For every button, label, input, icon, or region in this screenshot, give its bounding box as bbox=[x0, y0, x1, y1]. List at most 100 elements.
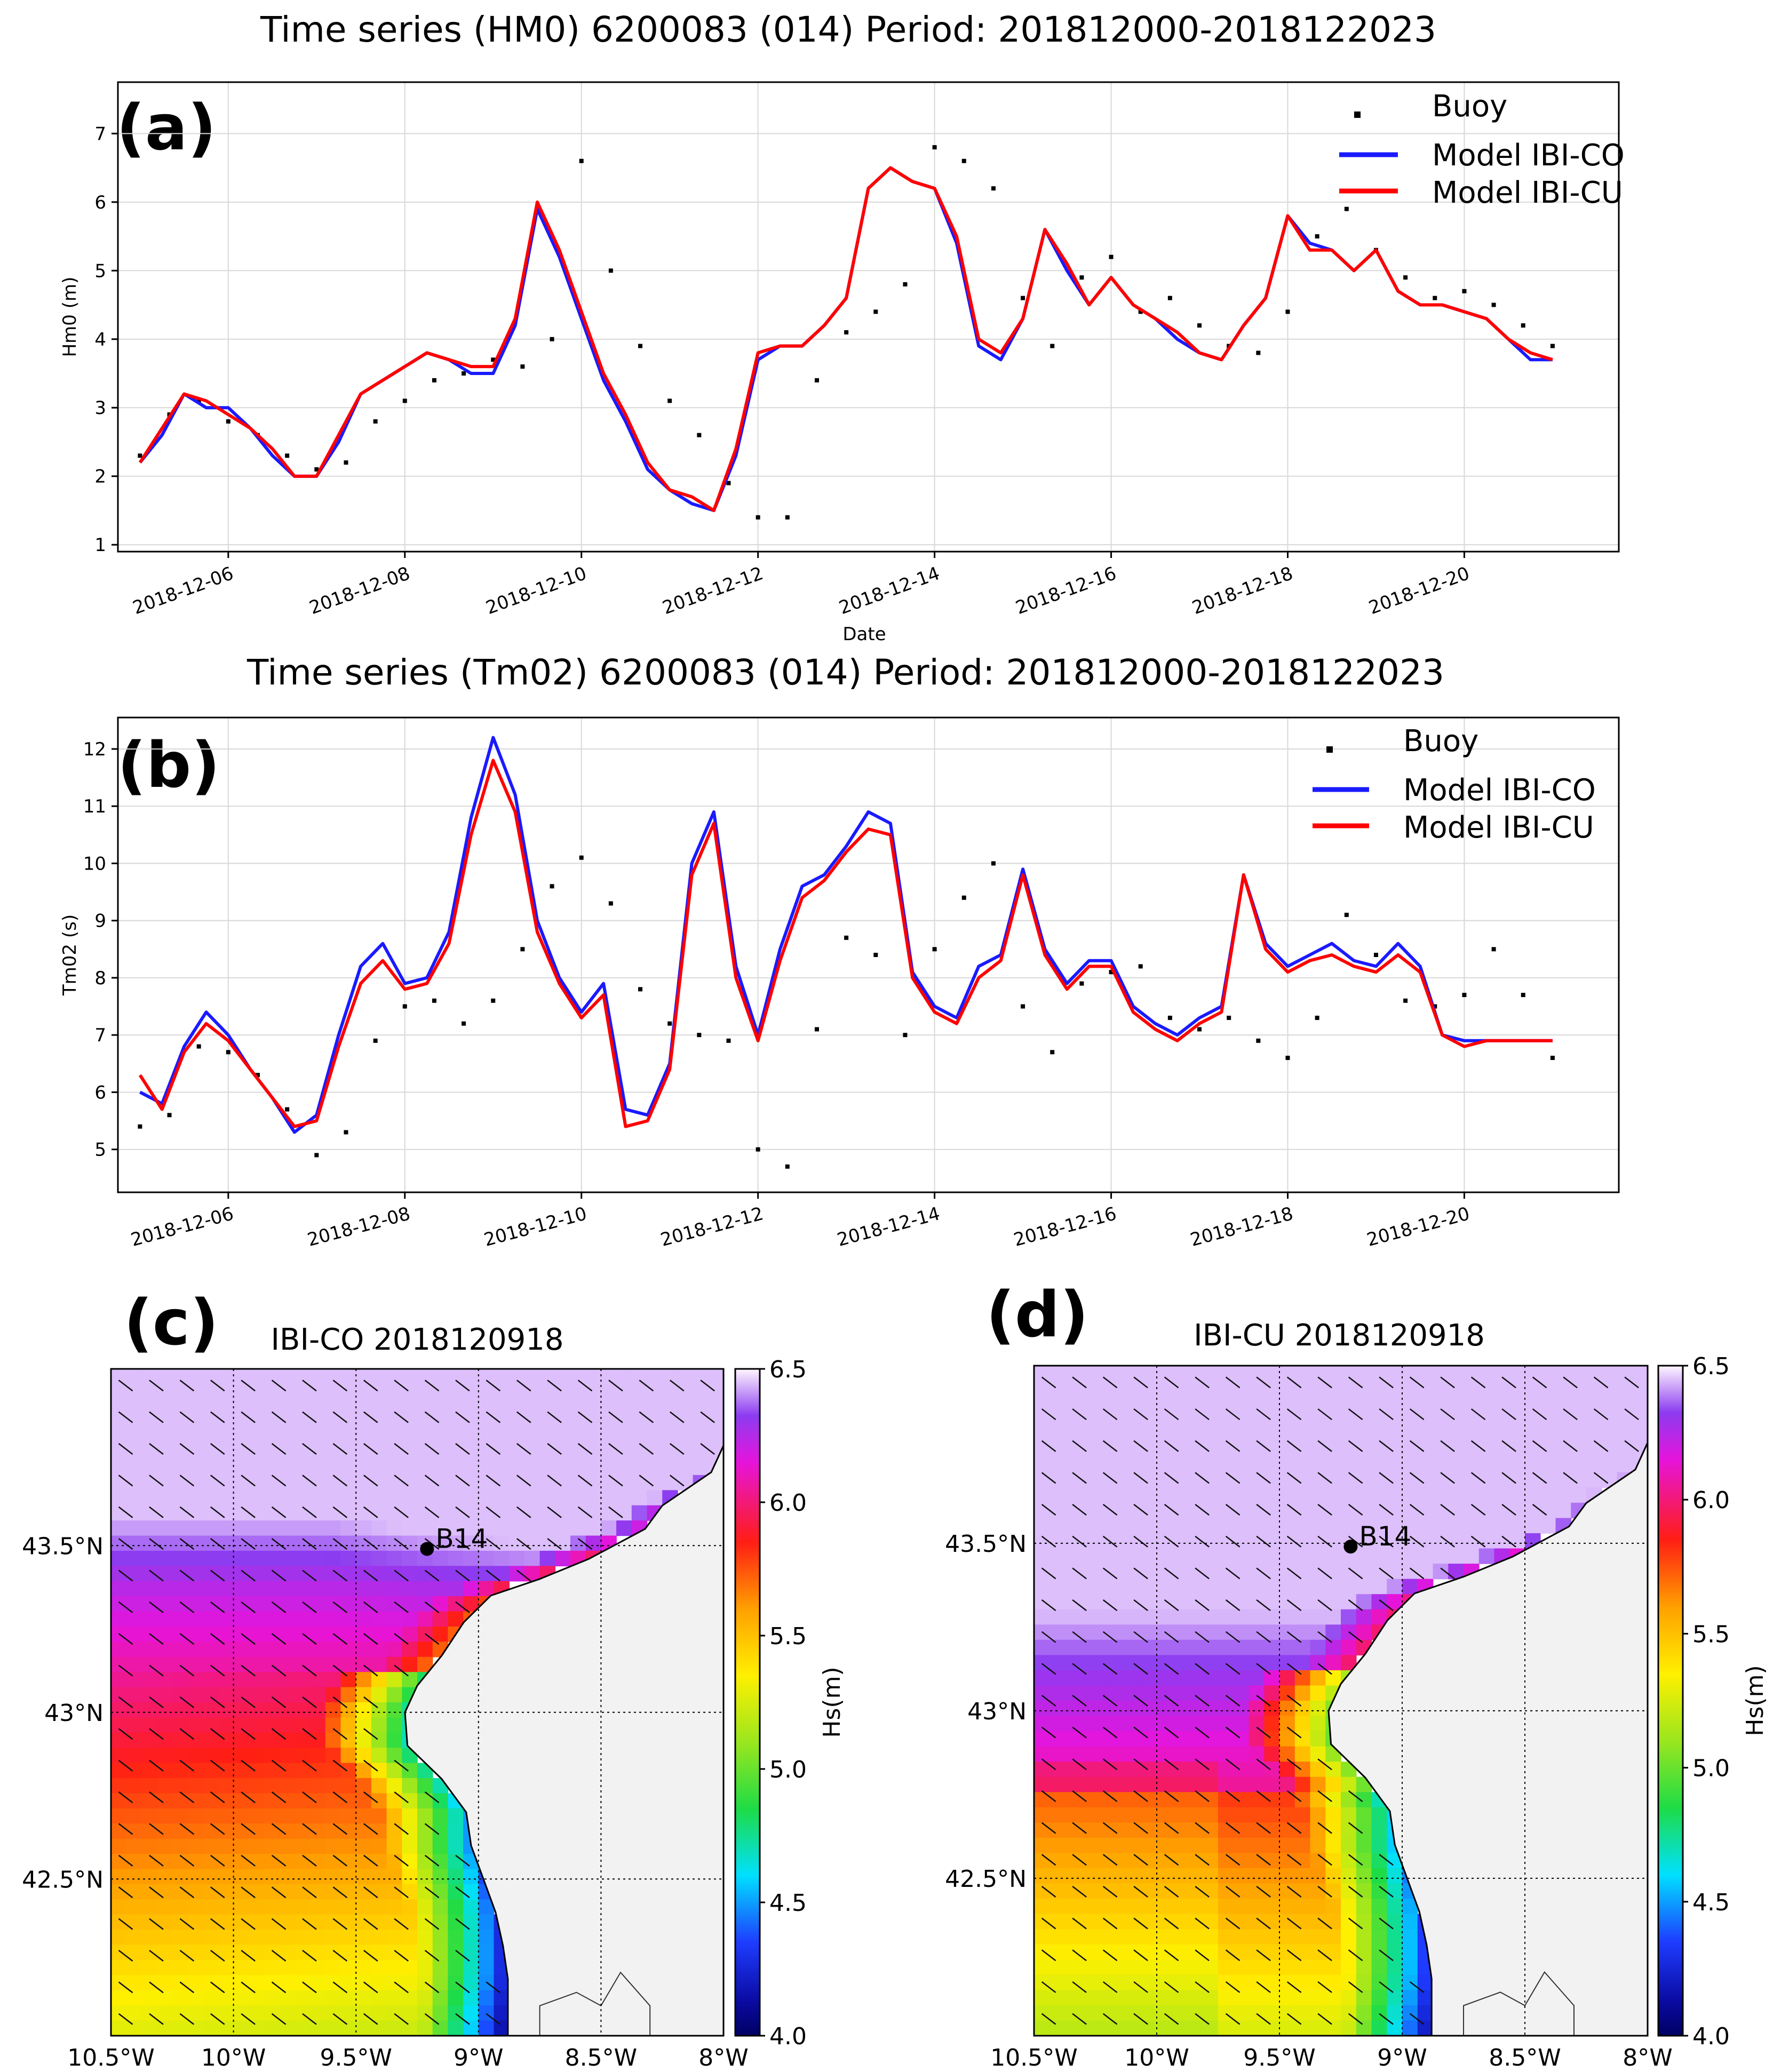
hs-cell bbox=[1187, 1990, 1204, 2006]
wave-direction-arrow bbox=[1532, 1408, 1547, 1421]
hs-cell bbox=[1249, 1411, 1265, 1427]
wave-direction-arrow bbox=[1164, 1790, 1179, 1802]
wave-direction-arrow bbox=[424, 1411, 440, 1423]
wave-direction-arrow bbox=[394, 1601, 409, 1613]
wave-direction-arrow bbox=[394, 1664, 409, 1677]
hs-cell bbox=[478, 1384, 495, 1400]
hs-cell bbox=[233, 1763, 250, 1779]
hs-cell bbox=[524, 1429, 540, 1445]
hs-cell bbox=[1095, 1837, 1111, 1854]
hs-cell bbox=[1187, 1411, 1204, 1427]
hs-cell bbox=[1110, 1716, 1127, 1732]
hs-cell bbox=[1141, 1670, 1157, 1686]
wave-direction-arrow bbox=[394, 1918, 409, 1930]
hs-cell bbox=[1049, 1837, 1066, 1854]
y-tick-label: 6 bbox=[94, 1082, 106, 1103]
hs-cell bbox=[1157, 1716, 1173, 1732]
hs-cell bbox=[1095, 1731, 1111, 1747]
wave-direction-arrow bbox=[669, 1475, 685, 1487]
hs-cell bbox=[1110, 1929, 1127, 1945]
hs-cell bbox=[1325, 2020, 1341, 2036]
hs-cell bbox=[402, 1808, 418, 1824]
buoy-point bbox=[961, 895, 966, 900]
hs-cell bbox=[218, 1808, 234, 1824]
hs-cell bbox=[1371, 2020, 1388, 2036]
hs-cell bbox=[157, 1611, 173, 1627]
wave-direction-arrow bbox=[1256, 1885, 1271, 1898]
hs-cell bbox=[555, 1460, 571, 1476]
hs-cell bbox=[616, 1490, 632, 1506]
hs-cell bbox=[1571, 1487, 1587, 1503]
wave-direction-arrow bbox=[1195, 2013, 1210, 2025]
wave-direction-arrow bbox=[1256, 1854, 1271, 1866]
hs-cell bbox=[417, 1808, 433, 1824]
hs-cell bbox=[249, 1672, 265, 1688]
hs-cell bbox=[1356, 1914, 1372, 1930]
hs-cell bbox=[1126, 1579, 1142, 1595]
hs-cell bbox=[264, 1960, 280, 1976]
hs-cell bbox=[1571, 1411, 1587, 1427]
wave-direction-arrow bbox=[1532, 1440, 1547, 1452]
colorbar-tick-label: 6.0 bbox=[1692, 1487, 1730, 1514]
hs-cell bbox=[1034, 1381, 1050, 1397]
hs-cell bbox=[233, 1596, 250, 1612]
y-tick-label: 5 bbox=[94, 260, 106, 282]
hs-cell bbox=[356, 1566, 372, 1582]
hs-cell bbox=[1187, 1944, 1204, 1960]
hs-cell bbox=[295, 1838, 311, 1854]
wave-direction-arrow bbox=[1133, 1504, 1148, 1516]
hs-cell bbox=[1095, 1518, 1111, 1534]
hs-cell bbox=[1218, 1822, 1234, 1838]
buoy-point bbox=[344, 1130, 348, 1135]
hs-cell bbox=[310, 2020, 326, 2036]
wave-direction-arrow bbox=[1164, 1631, 1179, 1643]
hs-cell bbox=[1555, 1487, 1572, 1503]
hs-cell bbox=[295, 1854, 311, 1870]
hs-cell bbox=[1172, 1974, 1188, 1991]
hs-cell bbox=[1203, 1776, 1219, 1792]
hs-cell bbox=[1187, 1670, 1204, 1686]
hs-cell bbox=[417, 1460, 433, 1476]
hs-cell bbox=[356, 1596, 372, 1612]
hs-cell bbox=[1371, 1427, 1388, 1443]
hs-cell bbox=[494, 1445, 510, 1461]
hs-cell bbox=[1402, 1502, 1418, 1519]
hs-cell bbox=[509, 1460, 525, 1476]
wave-direction-arrow bbox=[1286, 2013, 1302, 2025]
hs-cell bbox=[402, 1414, 418, 1430]
hs-cell bbox=[203, 1611, 219, 1627]
hs-cell bbox=[1325, 1564, 1341, 1580]
hs-cell bbox=[1080, 1685, 1096, 1701]
wave-direction-arrow bbox=[424, 1506, 440, 1518]
hs-cell bbox=[1095, 1639, 1111, 1656]
wave-direction-arrow bbox=[149, 1633, 164, 1645]
hs-cell bbox=[585, 1369, 602, 1385]
wave-direction-arrow bbox=[1563, 1376, 1578, 1389]
hs-cell bbox=[386, 1672, 403, 1688]
panel-a: Time series (HM0) 6200083 (014) Period: … bbox=[59, 9, 1625, 645]
wave-direction-arrow bbox=[363, 1854, 378, 1867]
wave-direction-arrow bbox=[241, 1981, 256, 1994]
wave-direction-arrow bbox=[669, 1443, 685, 1455]
wave-direction-arrow bbox=[424, 1601, 440, 1613]
wave-direction-arrow bbox=[1256, 1599, 1271, 1612]
wave-direction-arrow bbox=[1072, 1440, 1087, 1452]
hs-cell bbox=[417, 1838, 433, 1854]
hs-cell bbox=[218, 1505, 234, 1521]
hs-cell bbox=[1586, 1427, 1602, 1443]
hs-cell bbox=[141, 1732, 157, 1748]
wave-direction-arrow bbox=[118, 1886, 133, 1899]
wave-direction-arrow bbox=[1041, 1440, 1056, 1452]
hs-cell bbox=[417, 1930, 433, 1946]
hs-cell bbox=[402, 1550, 418, 1567]
hs-cell bbox=[1341, 1929, 1357, 1945]
wave-direction-arrow bbox=[1256, 1917, 1271, 1930]
hs-cell bbox=[1233, 1533, 1250, 1549]
y-tick-label: 7 bbox=[94, 123, 106, 145]
hs-cell bbox=[141, 1445, 157, 1461]
hs-cell bbox=[1279, 1731, 1295, 1747]
hs-cell bbox=[1233, 1624, 1250, 1640]
hs-cell bbox=[1126, 1807, 1142, 1823]
wave-direction-arrow bbox=[1195, 1885, 1210, 1898]
hs-cell bbox=[1433, 1548, 1449, 1564]
